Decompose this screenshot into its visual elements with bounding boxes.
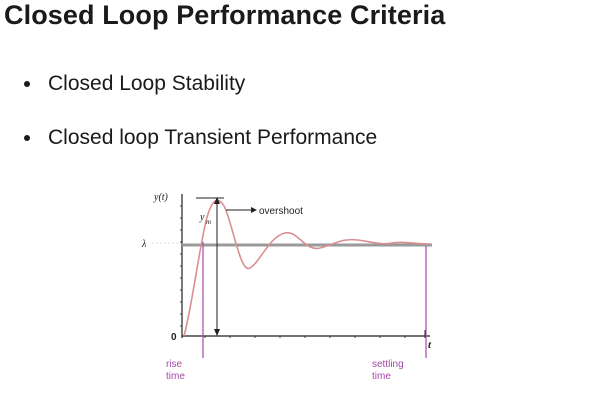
settling-time-label-2: time: [372, 371, 391, 382]
overshoot-label: overshoot: [259, 206, 303, 217]
rise-time-label: rise: [166, 359, 183, 370]
bullet-text: Closed Loop Stability: [48, 72, 246, 95]
bullet-dot-icon: [24, 135, 30, 141]
x-axis-label: t: [428, 339, 432, 351]
arrow-up-icon: [214, 197, 220, 204]
x-axis-ticks: [204, 336, 406, 338]
peak-label: y: [199, 212, 205, 223]
peak-subscript: m: [206, 218, 211, 226]
page-title: Closed Loop Performance Criteria: [4, 0, 446, 30]
rise-time-label-2: time: [166, 371, 185, 382]
y-axis-label: y(t): [153, 192, 169, 203]
bullet-text: Closed loop Transient Performance: [48, 126, 378, 149]
step-response-diagram: y(t) t 0 λ y m overshoot rise time settl…: [141, 192, 432, 382]
origin-label: 0: [171, 332, 177, 343]
step-response-figure: y(t) t 0 λ y m overshoot rise time settl…: [130, 186, 450, 386]
bullet-dot-icon: [24, 81, 30, 87]
setpoint-label: λ: [141, 239, 147, 250]
y-axis-ticks: [180, 205, 182, 327]
bullet-item: Closed Loop Stability: [24, 72, 245, 96]
bullet-item: Closed loop Transient Performance: [24, 126, 377, 150]
arrow-right-icon: [251, 207, 257, 213]
step-response-curve: [183, 199, 431, 337]
arrow-down-icon: [214, 329, 220, 336]
settling-time-label: settling: [372, 359, 404, 370]
